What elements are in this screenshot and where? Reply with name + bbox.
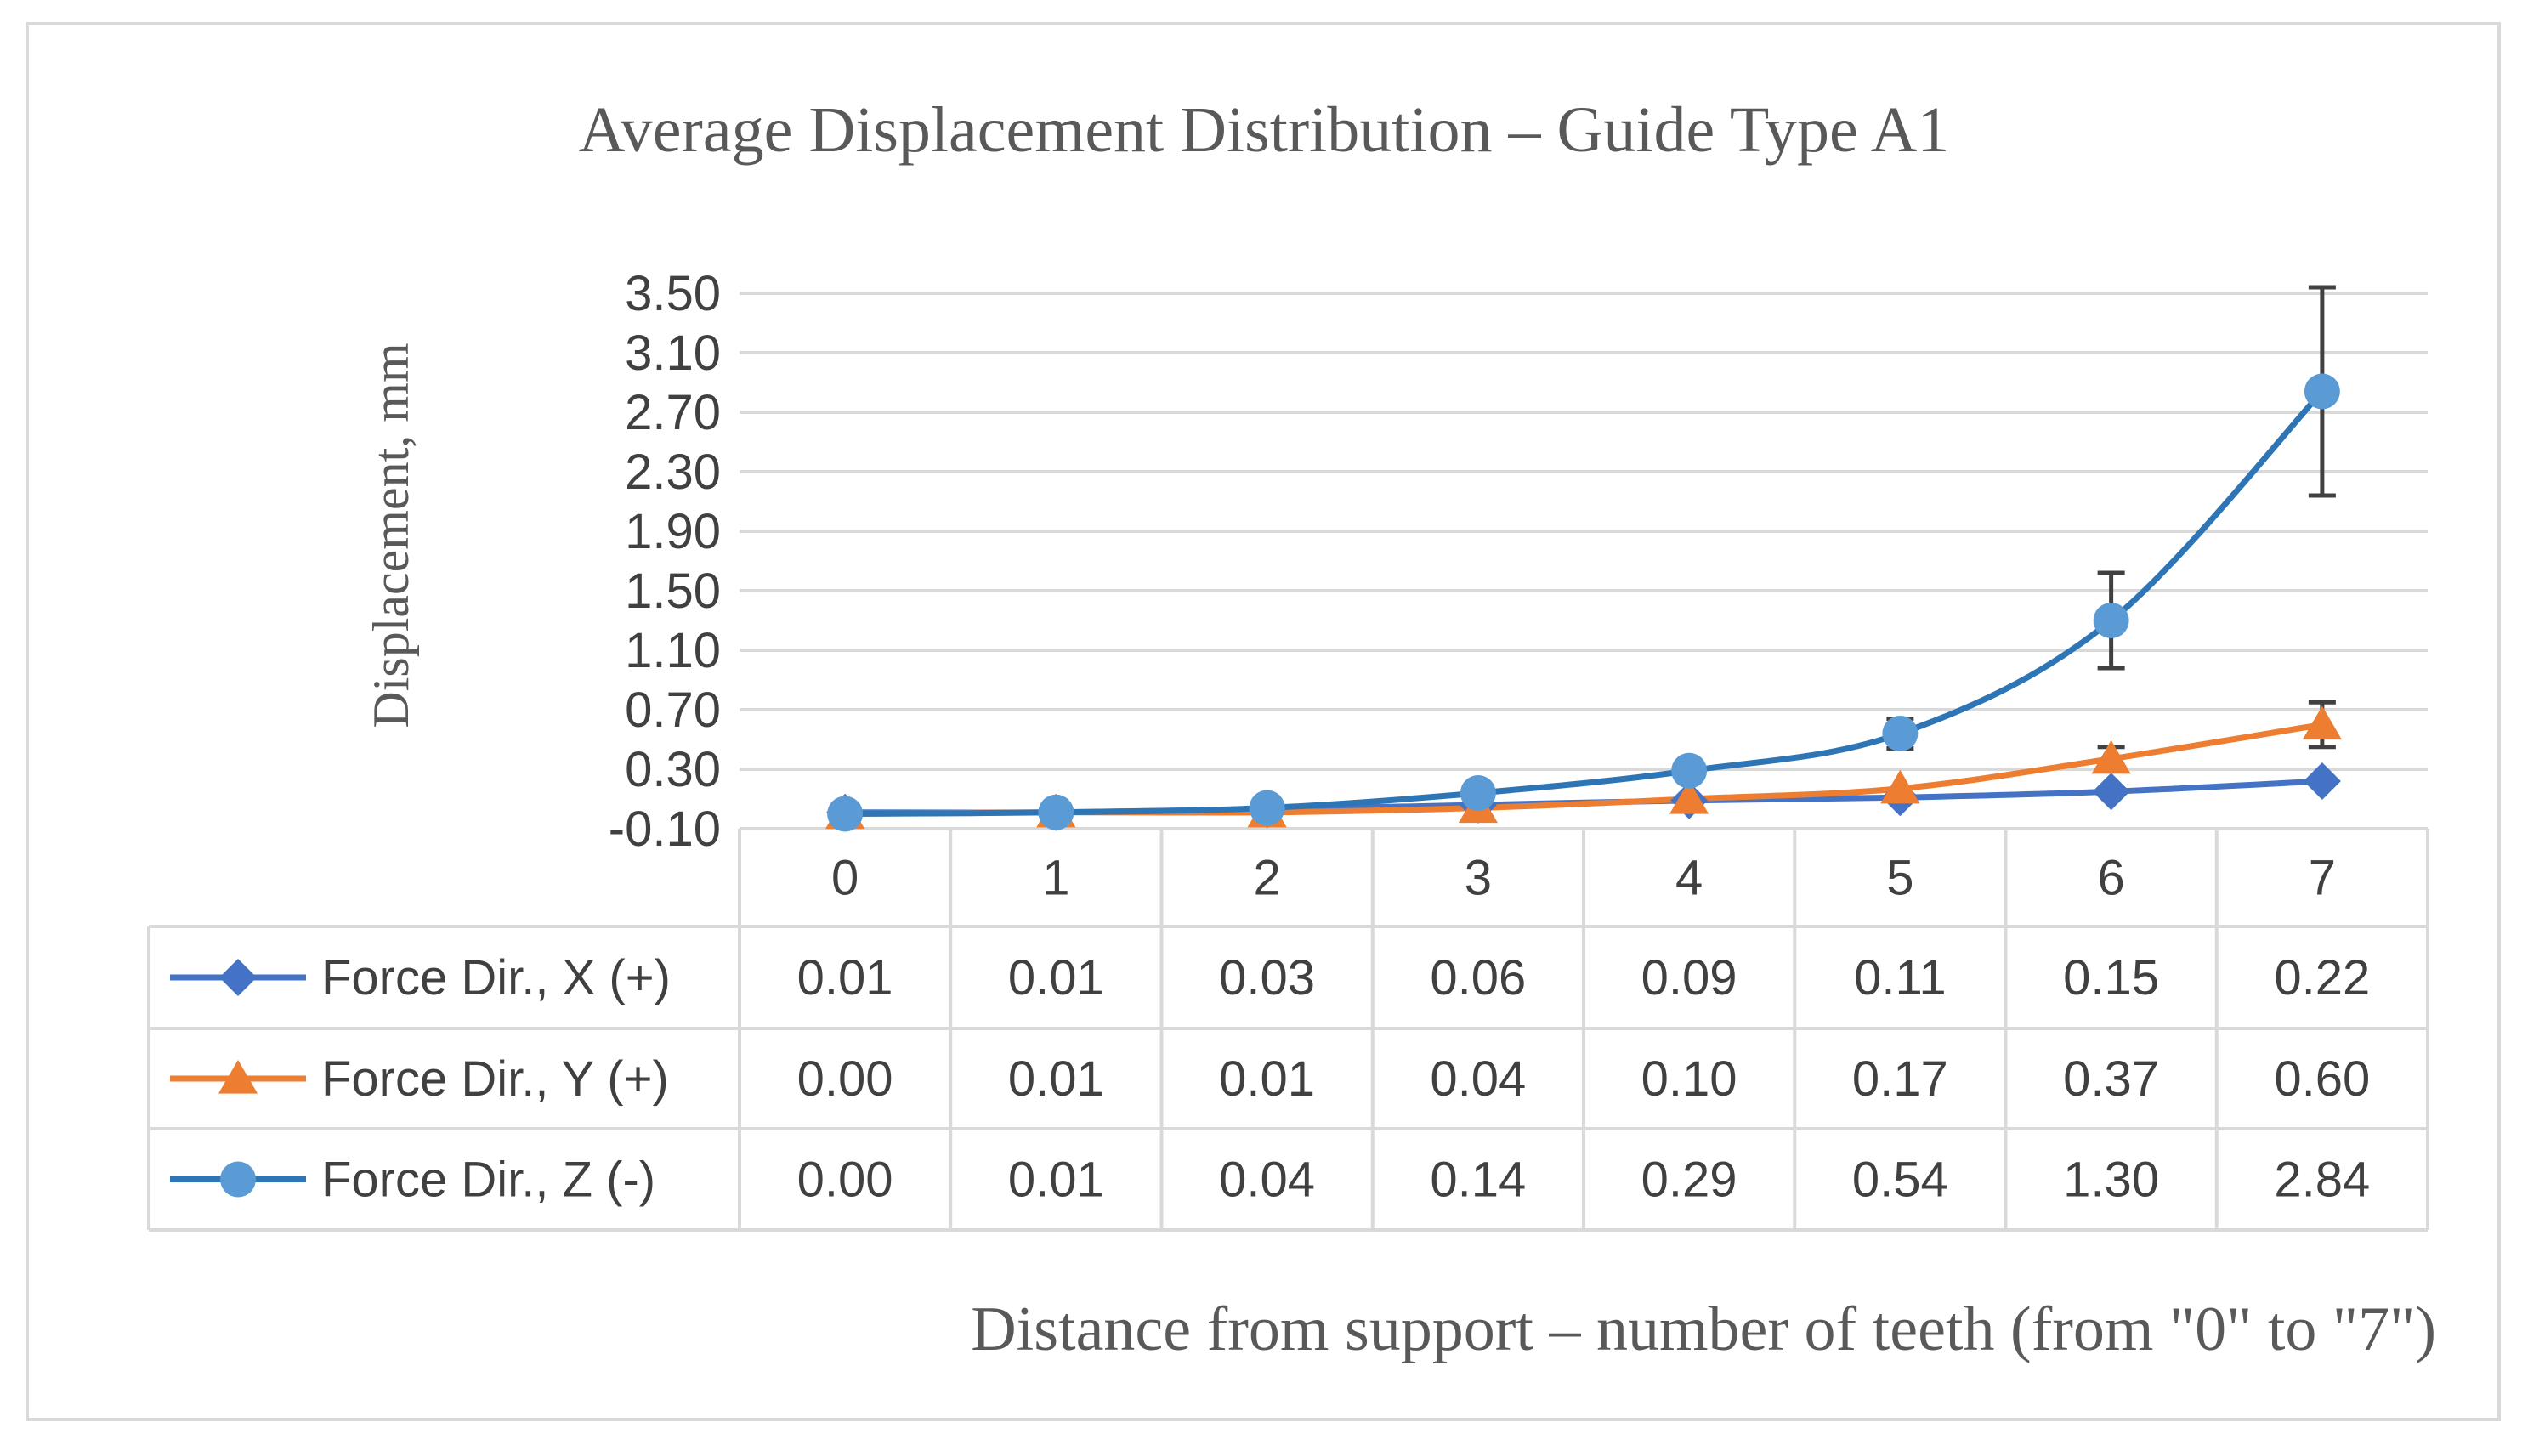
- table-cell-value: 0.37: [2063, 1051, 2159, 1107]
- data-table: 0 1 2 3 4 5 6 7 Force Dir., X (+) 0.01 0.01 0.03 0.0…: [147, 827, 2429, 1232]
- table-cell-value: 0.06: [1430, 950, 1526, 1006]
- table-cell-value: 1.30: [2063, 1153, 2159, 1208]
- y-tick-label: 0.30: [625, 742, 721, 797]
- table-cell-value: 0.03: [1219, 950, 1315, 1006]
- data-point: [2304, 373, 2340, 410]
- data-point: [1671, 752, 1708, 789]
- legend-label: Force Dir., X (+): [321, 950, 671, 1006]
- table-cell-value: 0.01: [1008, 950, 1104, 1006]
- table-cell-value: 0.14: [1430, 1153, 1526, 1208]
- data-point: [1882, 716, 1919, 751]
- x-category-label: 5: [1886, 851, 1913, 906]
- x-category-label: 4: [1675, 851, 1703, 906]
- table-cell-value: 0.10: [1641, 1051, 1737, 1107]
- legend-label: Force Dir., Y (+): [321, 1051, 669, 1107]
- table-cell-value: 0.11: [1854, 950, 1947, 1006]
- table-cell-value: 0.00: [797, 1153, 893, 1208]
- legend-marker: [219, 959, 257, 996]
- table-cell-value: 0.01: [1219, 1051, 1315, 1107]
- table-cell-value: 0.00: [797, 1051, 893, 1107]
- table-cell-value: 0.22: [2274, 950, 2370, 1006]
- data-point: [1038, 794, 1074, 830]
- data-point: [2093, 603, 2129, 638]
- data-point: [827, 796, 864, 832]
- data-point: [2092, 773, 2130, 811]
- data-point: [2091, 739, 2131, 774]
- table-cell-value: 0.09: [1641, 950, 1737, 1006]
- x-category-label: 2: [1253, 851, 1280, 906]
- legend-label: Force Dir., Z (-): [321, 1153, 655, 1208]
- table-cell-value: 0.01: [1008, 1153, 1104, 1208]
- data-point: [1460, 775, 1496, 811]
- table-cell-value: 0.01: [1008, 1051, 1104, 1107]
- table-cell-value: 2.84: [2274, 1153, 2370, 1208]
- x-category-label: 7: [2309, 851, 2336, 906]
- y-tick-label: 1.50: [625, 564, 721, 619]
- data-point: [1249, 790, 1285, 826]
- table-cell-value: 0.29: [1641, 1153, 1737, 1208]
- y-tick-labels: -0.100.300.701.101.501.902.302.703.103.5…: [609, 266, 721, 857]
- x-category-label: 1: [1042, 851, 1069, 906]
- y-tick-label: 2.70: [625, 385, 721, 440]
- x-category-label: 3: [1465, 851, 1492, 906]
- chart-title: Average Displacement Distribution – Guid…: [579, 94, 1950, 166]
- y-tick-label: -0.10: [609, 802, 721, 857]
- chart-frame: [26, 22, 2501, 1421]
- x-axis-label: Distance from support – number of teeth …: [971, 1295, 2436, 1364]
- y-axis-label: Displacement, mm: [363, 343, 419, 728]
- data-point: [1669, 780, 1709, 814]
- table-cell-value: 0.17: [1852, 1051, 1948, 1107]
- legend-marker: [220, 1161, 256, 1198]
- data-point: [2303, 762, 2341, 800]
- x-category-label: 0: [831, 851, 859, 906]
- table-cell-value: 0.04: [1430, 1051, 1526, 1107]
- series-markers: [825, 373, 2342, 832]
- table-cell-value: 0.54: [1852, 1153, 1948, 1208]
- legend-marker: [218, 1060, 258, 1094]
- y-tick-label: 3.50: [625, 266, 721, 321]
- y-tick-label: 1.90: [625, 504, 721, 559]
- x-category-label: 6: [2097, 851, 2124, 906]
- table-cell-value: 0.60: [2274, 1051, 2370, 1107]
- y-tick-label: 0.70: [625, 683, 721, 738]
- y-tick-label: 2.30: [625, 445, 721, 500]
- y-tick-label: 3.10: [625, 326, 721, 381]
- table-cell-value: 0.01: [797, 950, 893, 1006]
- y-tick-label: 1.10: [625, 623, 721, 678]
- table-cell-value: 0.15: [2063, 950, 2159, 1006]
- table-cell-value: 0.04: [1219, 1153, 1315, 1208]
- data-point: [2302, 705, 2342, 740]
- data-point: [1880, 769, 1920, 804]
